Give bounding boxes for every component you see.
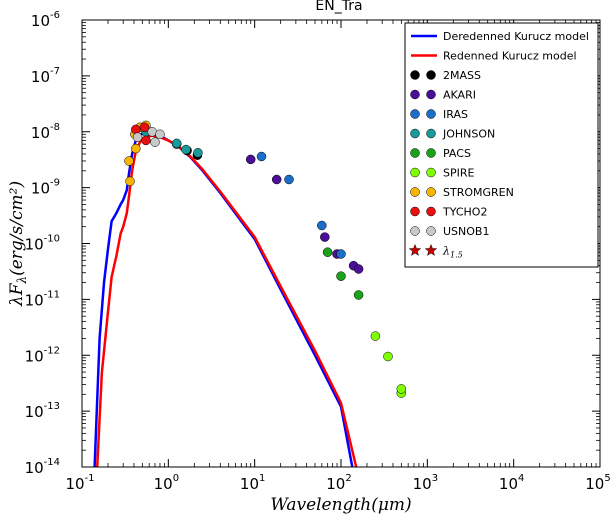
plot-frame (81, 19, 601, 468)
data-point (317, 220, 327, 231)
data-point (131, 124, 141, 135)
legend-marker (426, 128, 436, 139)
legend-marker (410, 206, 420, 217)
data-point (336, 271, 346, 281)
legend-marker (426, 148, 436, 158)
data-point (141, 135, 151, 146)
legend-marker (410, 89, 420, 100)
y-tick-label: 10-8 (31, 122, 60, 142)
legend-marker (426, 167, 436, 178)
data-point (124, 156, 134, 166)
data-point (131, 143, 141, 154)
x-tick-label: 100 (154, 473, 179, 493)
x-tick-label: 101 (240, 473, 265, 493)
data-point (271, 174, 282, 185)
legend-marker (410, 128, 420, 139)
x-tick-label: 10-1 (65, 473, 94, 493)
x-tick-label: 103 (413, 473, 438, 493)
legend-entry-label: AKARI (443, 89, 476, 102)
x-tick-label: 104 (499, 473, 524, 493)
data-point (245, 154, 256, 165)
data-point (396, 384, 407, 394)
legend-entry-label: STROMGREN (443, 186, 514, 199)
data-point (353, 290, 364, 300)
legend-star-marker (408, 243, 422, 256)
legend-marker (426, 187, 436, 197)
data-point (171, 138, 182, 149)
legend-star-marker (424, 243, 438, 256)
legend-entry-label: JOHNSON (442, 128, 495, 141)
x-axis-label: Wavelength(μm) (270, 495, 411, 515)
y-tick-label: 10-12 (25, 345, 60, 365)
data-point (139, 122, 150, 133)
y-tick-label: 10-10 (25, 234, 60, 254)
x-tick-label: 105 (585, 473, 610, 493)
legend-entry-label: Deredenned Kurucz model (443, 30, 589, 43)
photometry-points (124, 120, 407, 398)
data-point (193, 148, 203, 158)
legend-entry-label: 2MASS (443, 69, 481, 82)
y-axis-label: λFλ(erg/s/cm²) (7, 181, 29, 307)
legend-marker (410, 226, 420, 236)
legend-box (404, 22, 599, 268)
legend-marker (426, 109, 436, 119)
y-tick-label: 10-13 (25, 401, 60, 421)
data-point (256, 151, 267, 162)
data-point (284, 174, 294, 185)
legend-marker (410, 187, 420, 197)
data-point (132, 132, 143, 142)
y-tick-label: 10-14 (25, 457, 60, 477)
legend-marker (410, 148, 420, 158)
legend-entry-label: SPIRE (443, 167, 475, 180)
model-line (95, 134, 358, 467)
data-point (125, 176, 135, 187)
legend-entry-label: Redenned Kurucz model (443, 50, 577, 63)
legend-marker (410, 70, 420, 80)
y-tick-label: 10-9 (31, 178, 60, 198)
data-point (150, 137, 160, 147)
y-tick-label: 10-11 (25, 289, 60, 309)
legend-marker (410, 167, 420, 178)
x-tick-label: 102 (326, 473, 351, 493)
data-point (322, 247, 333, 257)
legend-entry-label: USNOB1 (443, 225, 489, 238)
legend-marker (410, 109, 420, 119)
data-point (155, 129, 165, 140)
legend: Deredenned Kurucz model Redenned Kurucz m… (404, 22, 599, 268)
data-point (181, 144, 191, 155)
legend-marker (426, 70, 436, 80)
data-point (320, 232, 330, 242)
legend-entry-label: TYCHO2 (442, 206, 487, 219)
y-tick-label: 10-6 (31, 10, 60, 30)
data-point (370, 331, 381, 341)
legend-entry-label: PACS (443, 147, 471, 160)
chart-title: EN_Tra (315, 0, 362, 14)
legend-marker (426, 89, 436, 100)
y-tick-label: 10-7 (31, 66, 60, 86)
legend-entry-label: IRAS (443, 108, 468, 121)
data-point (383, 351, 393, 362)
legend-marker (426, 226, 436, 236)
data-point (353, 264, 364, 274)
data-point (336, 249, 346, 259)
legend-marker (426, 206, 436, 217)
